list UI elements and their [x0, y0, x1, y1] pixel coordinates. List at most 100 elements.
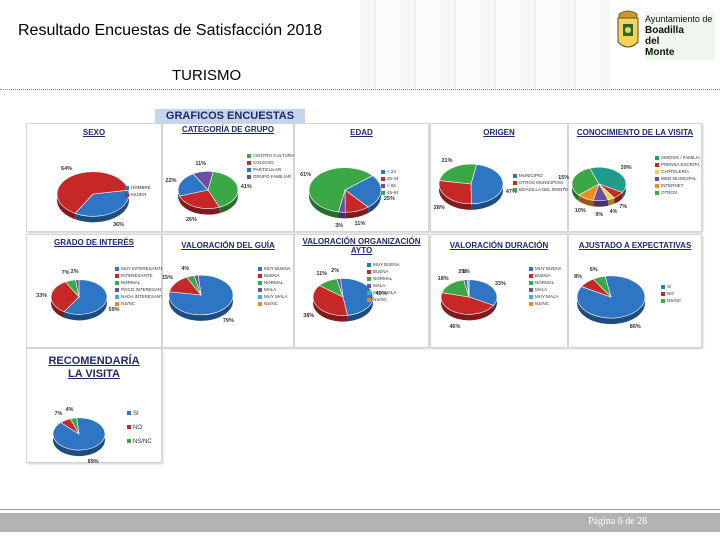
chart-legend: CENTRO CULTURAL / ASOCIACIÓN COLEGIO PARTI…	[247, 152, 328, 180]
legend-swatch	[247, 167, 251, 172]
legend-label: MUY BUENA	[535, 266, 562, 271]
legend-label: NS/NC	[264, 301, 279, 306]
legend-item: SI	[127, 407, 152, 421]
legend-swatch	[529, 287, 533, 292]
legend-swatch	[115, 287, 119, 292]
pie-chart	[440, 279, 498, 321]
legend-label: OTROS	[661, 190, 678, 195]
legend-swatch	[247, 153, 251, 158]
slice-label: 11%	[195, 160, 207, 167]
legend-label: MUY MALA	[264, 294, 288, 299]
pie-slice-buena	[312, 285, 348, 316]
legend-item: MUY BUENA	[529, 265, 562, 272]
legend-item: SI	[661, 283, 681, 290]
pie-slice-mujer	[56, 171, 129, 214]
legend-item: GRUPO FAMILIAR	[247, 173, 328, 180]
legend-swatch	[367, 262, 371, 267]
pie-chart	[56, 171, 130, 223]
logo-line-2: Boadilla	[645, 25, 684, 36]
slice-side-muy-interesante	[63, 279, 108, 321]
legend-item: BUENA	[529, 272, 562, 279]
legend-item: INTERNET	[655, 182, 700, 189]
legend-label: NORMAL	[535, 280, 555, 285]
legend-label: PRENSA ESCRITA	[661, 162, 700, 167]
slice-side-buena	[441, 292, 494, 321]
legend-label: NS/NC	[373, 297, 388, 302]
legend-item: MALA	[367, 282, 400, 289]
slice-label: 9%	[595, 211, 604, 218]
chart-title: VALORACIÓN ORGANIZACIÓN AYTO	[302, 237, 421, 255]
slice-label: 11%	[316, 271, 328, 278]
legend-label: MALA	[264, 287, 277, 292]
legend-swatch	[258, 301, 262, 306]
chart-panel-guia: VALORACIÓN DEL GUÍA 79% 15% 4% MUY BUENA BUEN…	[162, 234, 294, 348]
legend-item: NADA INTERESANTE	[115, 293, 167, 300]
legend-swatch	[127, 425, 131, 430]
slice-side-buena	[313, 285, 348, 322]
legend-swatch	[127, 439, 131, 444]
legend-item: NO	[661, 290, 681, 297]
pie-chart	[438, 163, 504, 210]
chart-title: EDAD	[350, 128, 373, 137]
legend-item: OTROS	[655, 189, 700, 196]
pie-slice-buena	[440, 292, 495, 315]
slice-label: 79%	[222, 318, 234, 325]
legend-swatch	[125, 192, 129, 197]
chart-panel-duracion: VALORACIÓN DURACIÓN 33% 46% 18% 2% 1% MUY BUEN…	[430, 234, 568, 348]
legend-item: 25-44	[381, 175, 399, 182]
legend-label: OTROS MUNICIPIOS	[519, 180, 564, 185]
slice-label: 3%	[335, 223, 344, 230]
slice-label: 25%	[383, 195, 395, 202]
chart-panel-expectativas: AJUSTADO A EXPECTATIVAS 86% 8% 6% SI NO NS/NC	[568, 234, 702, 348]
charts-banner: GRAFICOS ENCUESTAS 2018	[155, 109, 305, 136]
legend-swatch	[655, 176, 659, 181]
legend-swatch	[367, 290, 371, 295]
slice-label: 21%	[441, 158, 453, 165]
legend-item: NS/NC	[529, 300, 562, 307]
slice-label: 47%	[505, 189, 517, 196]
pie-chart	[177, 171, 239, 215]
chart-title: GRADO DE INTERÉS	[53, 238, 134, 247]
slice-label: 61%	[300, 171, 312, 178]
slice-label: 7%	[54, 410, 63, 417]
legend-item: NS/NC	[127, 435, 152, 449]
pie-chart	[168, 274, 234, 321]
legend-swatch	[529, 266, 533, 271]
legend-swatch	[115, 280, 119, 285]
legend-label: MUNICIPIO	[519, 173, 543, 178]
slice-side-internet	[578, 195, 594, 207]
chart-panel-origen: ORIGEN 47% 28% 21% MUNICIPIO OTROS MUNICIPIOS…	[430, 123, 568, 232]
legend-item: NO	[127, 421, 152, 435]
legend-item: HOMBRE	[125, 184, 151, 191]
legend-item: MUY MALA	[529, 293, 562, 300]
legend-swatch	[258, 294, 262, 299]
legend-item: OTROS MUNICIPIOS	[513, 179, 568, 186]
legend-item: PRENSA ESCRITA	[655, 161, 700, 168]
chart-title: AJUSTADO A EXPECTATIVAS	[578, 241, 692, 250]
slice-label: 18%	[437, 275, 449, 282]
slice-label: 89%	[87, 458, 99, 465]
chart-legend: MUNICIPIO OTROS MUNICIPIOS BOADILLA DEL MO…	[513, 172, 568, 193]
chart-title: VALORACIÓN DURACIÓN	[449, 241, 549, 250]
slice-label: 2%	[70, 268, 79, 275]
slice-label: 22%	[165, 177, 177, 184]
chart-panel-grupo: CATEGORÍA DE GRUPO 41% 26% 22% 11% CENTRO CUL…	[162, 123, 328, 232]
pie-chart	[308, 167, 382, 219]
slice-label: 36%	[112, 221, 124, 228]
legend-swatch	[381, 190, 385, 195]
legend-item: CARTELERIA	[655, 168, 700, 175]
slice-label: 39%	[620, 165, 632, 172]
legend-label: 25-44	[387, 176, 399, 181]
slice-label: 28%	[433, 205, 445, 212]
chart-legend: SI NO NS/NC	[127, 407, 152, 449]
legend-swatch	[529, 273, 533, 278]
legend-swatch	[127, 411, 131, 416]
legend-item: NS/NC	[115, 300, 167, 307]
chart-panel-interes: GRADO DE INTERÉS 59% 33% 7% 2% MUY INTERESANT…	[26, 234, 167, 348]
slice-side-web-municipal	[593, 199, 609, 207]
slice-label: 1%	[461, 268, 470, 275]
chart-legend: MUY BUENA BUENA NORMAL MALA MUY MALA NS/NC	[258, 265, 291, 307]
legend-swatch	[247, 160, 251, 165]
pie-slice-muy-mala	[466, 279, 470, 298]
legend-label: NS/NC	[133, 439, 152, 445]
